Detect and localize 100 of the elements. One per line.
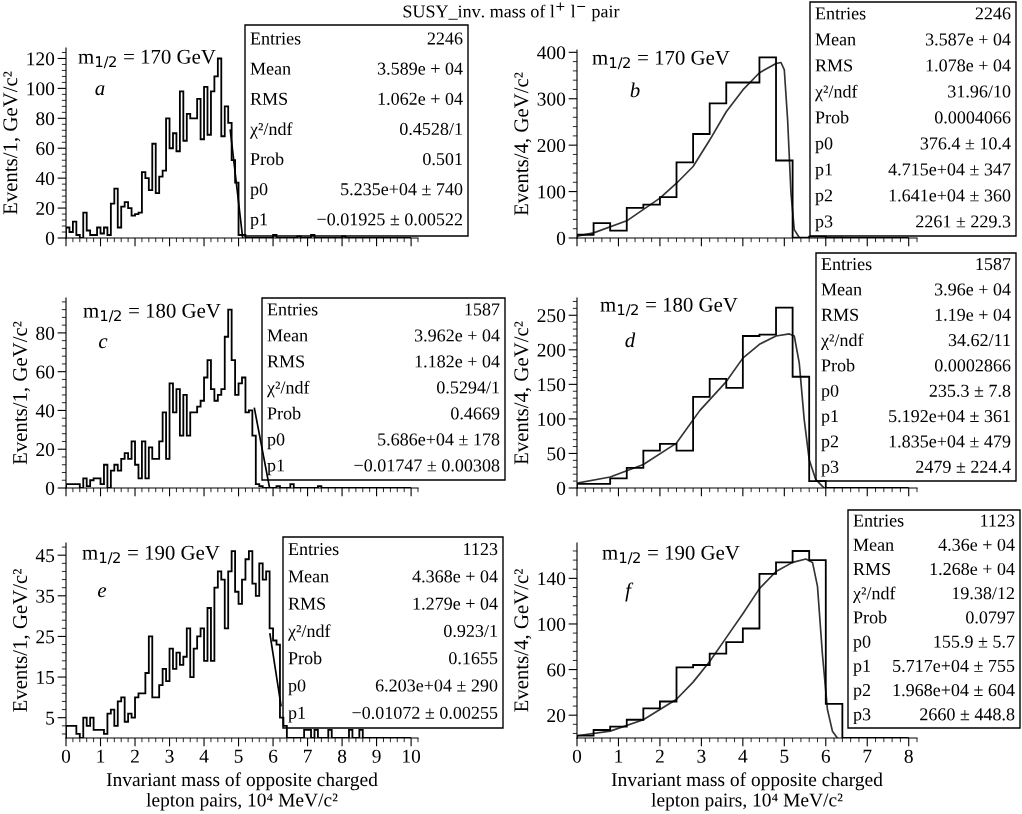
annotation: m$_{1/2}$ = 190 GeV — [602, 545, 740, 565]
y-tick-label: 100 — [538, 412, 566, 426]
text: 2660 ± 448.8 — [920, 708, 1015, 721]
text: SUSY_inv. mass of l$^{+}$ l$^{−}$ pair — [403, 2, 620, 22]
x-tick-label: 4 — [738, 749, 748, 763]
y-tick-label: 80 — [36, 112, 55, 126]
annotation: m$_{1/2}$ = 190 GeV — [82, 545, 220, 565]
y-tick-label: 35 — [36, 589, 55, 603]
x-axis-title: Invariant mass of opposite charged lepton pairs, 10⁴ MeV/c² — [106, 772, 378, 811]
annotation: f — [625, 582, 634, 602]
annotation: −0.01925 ± 0.00522 — [317, 213, 462, 226]
annotation: 5.717e+04 ± 755 — [893, 659, 1015, 673]
x-tick-label: 9 — [372, 749, 381, 763]
x-tick-label: 7 — [863, 749, 872, 763]
x-tick-label: 3 — [165, 749, 174, 763]
annotation: e — [98, 587, 107, 598]
text: 1587 — [976, 258, 1011, 271]
annotation: p1 — [267, 459, 284, 476]
y-tick-label: 5 — [46, 711, 55, 725]
y-axis-title: Events/1, GeV/c² — [13, 321, 31, 465]
annotation: Mean — [267, 329, 308, 342]
annotation: Prob — [267, 406, 301, 420]
text: 1587 — [465, 303, 500, 316]
y-tick-label: 60 — [36, 365, 55, 379]
text: 155.9 ± 5.7 — [934, 635, 1015, 648]
annotation: 0.4528/1 — [399, 122, 462, 136]
annotation: p1 — [815, 163, 832, 180]
y-tick-label: 140 — [538, 572, 566, 586]
y-tick-label: 120 — [27, 52, 55, 66]
annotation: p0 — [288, 679, 306, 696]
text: 0.5294/1 — [436, 381, 499, 394]
annotation: p2 — [821, 435, 839, 452]
annotation: 2479 ± 224.4 — [916, 460, 1011, 473]
annotation: −0.01747 ± 0.00308 — [354, 459, 500, 472]
x-tick-label: 3 — [697, 749, 706, 763]
y-tick-label: 40 — [35, 171, 55, 186]
annotation: 5.192e+04 ± 361 — [889, 410, 1010, 423]
x-tick-label: 1 — [97, 749, 105, 763]
x-axis-title: Invariant mass of opposite charged lepton pairs, 10⁴ MeV/c² — [611, 772, 883, 811]
annotation: χ²/ndf — [266, 380, 310, 398]
annotation: RMS — [267, 355, 305, 368]
annotation: 2261 ± 229.3 — [916, 215, 1011, 228]
y-tick-label: 300 — [537, 92, 566, 106]
annotation: m$_{1/2}$ = 170 GeV — [592, 50, 730, 70]
y-tick-label: 50 — [547, 447, 566, 461]
annotation: Entries — [267, 303, 318, 316]
annotation: χ²/ndf — [814, 84, 858, 102]
text: Entries — [853, 514, 904, 527]
annotation: Mean — [250, 62, 291, 75]
text: 1123 — [464, 543, 498, 556]
y-tick-label: 0 — [45, 481, 55, 495]
text: 4.36e + 04 — [938, 538, 1015, 551]
annotation: 6.203e+04 ± 290 — [375, 679, 498, 692]
annotation: RMS — [815, 59, 853, 72]
text: 3.96e + 04 — [934, 283, 1011, 296]
y-tick-label: 0 — [45, 231, 55, 245]
text: 1.078e + 04 — [926, 59, 1011, 72]
text: 0.501 — [423, 152, 462, 166]
text: Mean — [815, 33, 856, 46]
y-tick-label: 400 — [537, 46, 566, 60]
annotation: p1 — [250, 213, 267, 230]
annotation: p0 — [821, 384, 839, 401]
y-tick-label: 200 — [537, 343, 566, 357]
annotation: 1.182e + 04 — [415, 355, 500, 368]
y-tick-label: 20 — [547, 709, 566, 723]
x-tick-label: 4 — [199, 749, 209, 763]
annotation: χ²/ndf — [852, 586, 896, 604]
x-tick-label: 2 — [655, 749, 664, 763]
annotation: 5.235e+04 ± 740 — [341, 183, 463, 196]
text: 3.587e + 04 — [925, 33, 1011, 46]
text: Entries — [250, 32, 301, 45]
text: Entries — [815, 7, 866, 20]
x-tick-label: 0 — [572, 749, 582, 763]
annotation: 1.641e+04 ± 360 — [889, 189, 1011, 202]
annotation: 1.279e + 04 — [413, 597, 498, 610]
y-tick-label: 60 — [547, 663, 566, 677]
text: 0.0797 — [966, 611, 1015, 624]
text: 235.3 ± 7.8 — [929, 384, 1011, 397]
text: Entries — [821, 258, 872, 271]
y-tick-label: 45 — [35, 549, 55, 563]
text: 2246 — [427, 32, 463, 45]
annotation: p1 — [288, 706, 305, 723]
text: 31.96/10 — [948, 85, 1011, 98]
x-tick-label: 0 — [61, 749, 71, 763]
annotation: p0 — [815, 137, 833, 154]
annotation: Prob — [815, 110, 849, 124]
annotation: RMS — [853, 562, 891, 576]
y-tick-label: 250 — [537, 309, 566, 323]
y-tick-label: 20 — [36, 201, 55, 216]
annotation: 4.368e + 04 — [412, 570, 498, 583]
annotation: 1.062e + 04 — [378, 92, 463, 105]
text: 376.4 ± 10.4 — [920, 137, 1011, 150]
annotation: Mean — [288, 570, 329, 583]
annotation: a — [95, 85, 105, 96]
x-tick-label: 7 — [303, 749, 312, 763]
text: 0.4669 — [451, 407, 500, 420]
x-tick-label: 5 — [234, 749, 243, 763]
annotation: 1.968e+04 ± 604 — [893, 684, 1015, 697]
text: 0.0002866 — [934, 359, 1011, 372]
annotation: b — [630, 82, 640, 98]
